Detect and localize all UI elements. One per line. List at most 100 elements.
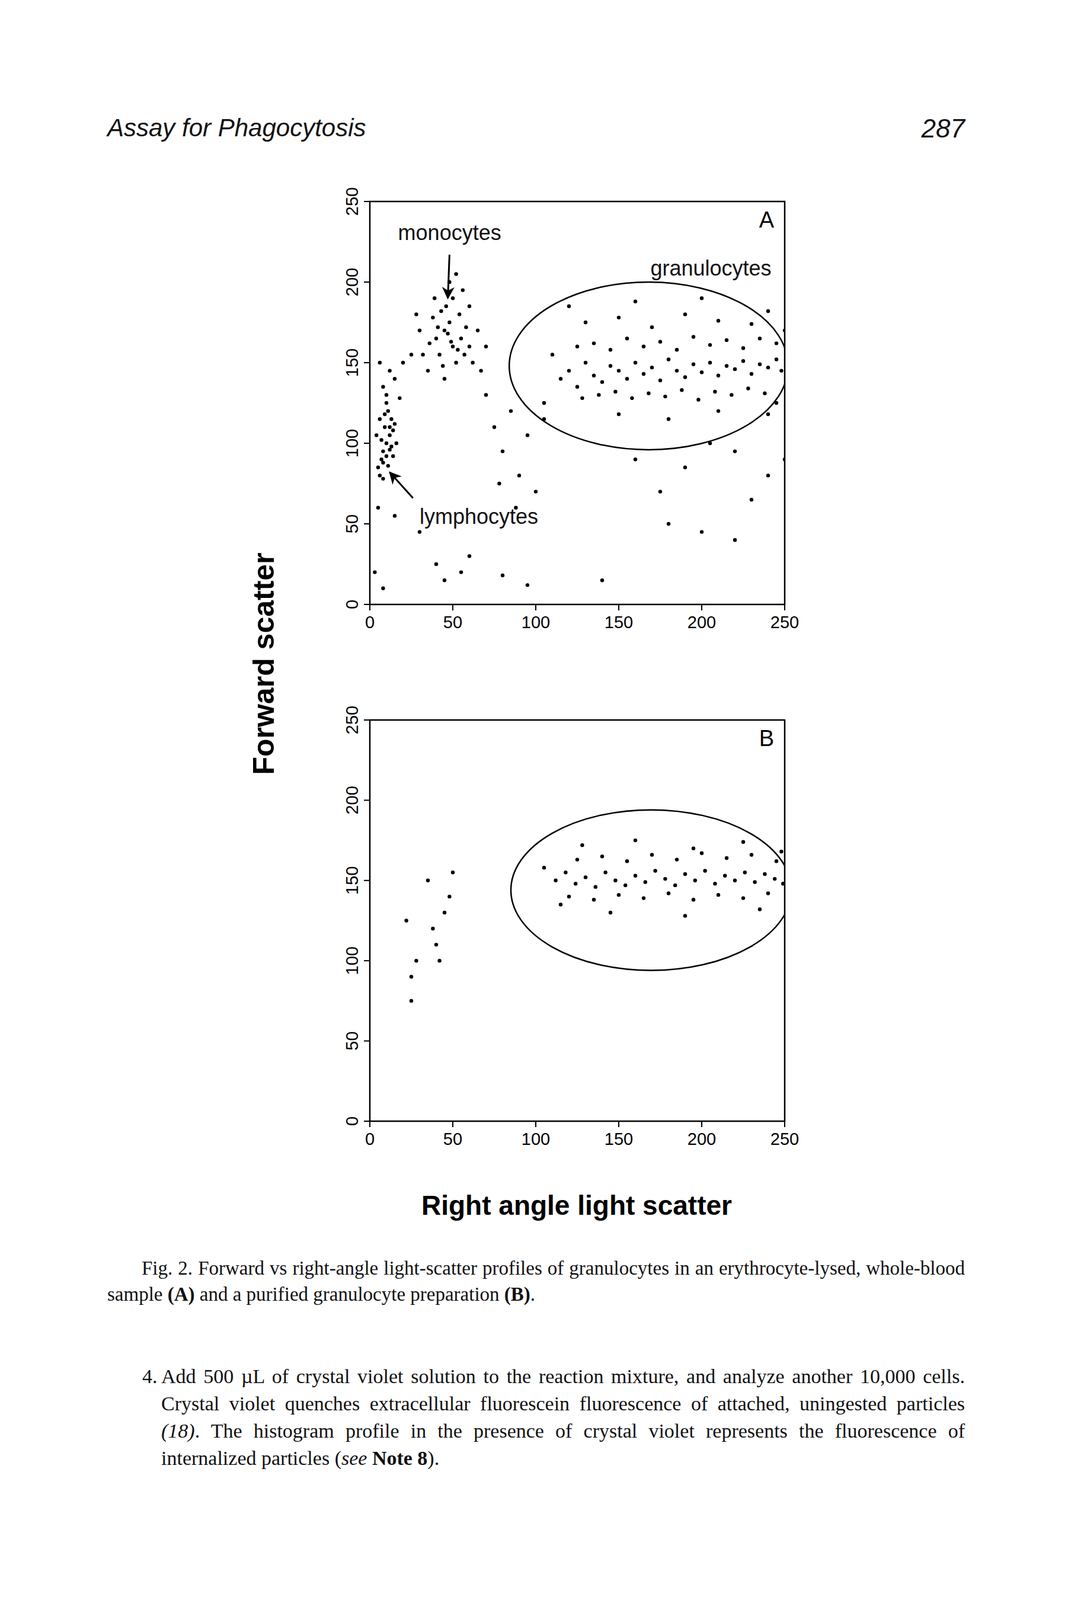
y-tick xyxy=(363,523,370,525)
cell-event xyxy=(699,296,704,300)
cell-event xyxy=(774,401,779,405)
cell-event xyxy=(387,448,392,452)
cell-event xyxy=(381,449,385,453)
cell-event xyxy=(752,880,757,884)
cell-event xyxy=(712,389,717,394)
text-run: see xyxy=(341,1447,367,1470)
cell-event xyxy=(426,368,430,373)
cell-event xyxy=(467,554,472,558)
cell-event xyxy=(384,401,389,405)
y-tick-label: 100 xyxy=(342,946,362,975)
page-number: 287 xyxy=(921,113,965,144)
cell-event xyxy=(592,897,596,902)
cell-event xyxy=(575,857,580,862)
cell-event xyxy=(766,412,770,417)
cell-event xyxy=(658,339,663,344)
x-tick-label: 250 xyxy=(770,1129,799,1149)
cell-event xyxy=(525,583,530,587)
cell-event xyxy=(374,433,379,437)
plot-data xyxy=(404,810,785,1003)
x-tick-label: 200 xyxy=(687,612,716,632)
cell-event xyxy=(641,896,646,900)
cell-event xyxy=(716,373,721,378)
cell-event xyxy=(593,884,598,889)
cell-event xyxy=(666,417,671,421)
cell-event xyxy=(382,425,387,430)
x-axis-title: Right angle light scatter xyxy=(421,1190,732,1221)
y-tick xyxy=(363,1120,370,1122)
cell-event xyxy=(608,363,613,368)
cell-event xyxy=(372,570,377,574)
panel: 050100150200250050100150200250Amonocytes… xyxy=(342,187,799,632)
cell-event xyxy=(442,376,447,381)
cell-event xyxy=(453,360,458,365)
cell-event xyxy=(575,344,580,349)
cell-event xyxy=(608,347,613,352)
panel: 050100150200250050100150200250B xyxy=(342,705,799,1149)
cell-event xyxy=(633,838,638,843)
population-label: granulocytes xyxy=(650,256,772,281)
cell-event xyxy=(379,437,383,442)
y-tick-label: 0 xyxy=(342,599,362,610)
text-run: (18) xyxy=(161,1420,195,1442)
y-tick-label: 200 xyxy=(342,267,362,297)
cell-event xyxy=(420,352,425,357)
cell-event xyxy=(758,336,762,341)
cell-event xyxy=(766,473,770,478)
cell-event xyxy=(447,320,452,325)
x-tick-label: 200 xyxy=(687,1129,716,1149)
text-run: ). xyxy=(427,1447,440,1470)
cell-event xyxy=(663,877,667,881)
cell-event xyxy=(436,325,440,329)
cell-event xyxy=(733,449,737,453)
cell-event xyxy=(774,859,779,863)
cell-event xyxy=(387,433,392,437)
cell-event xyxy=(409,974,414,979)
x-tick-label: 50 xyxy=(443,612,463,632)
cell-event xyxy=(444,304,449,309)
cell-event xyxy=(766,891,770,895)
x-tick xyxy=(452,604,454,611)
cell-event xyxy=(675,857,679,862)
cell-event xyxy=(500,449,505,453)
cell-event xyxy=(470,360,475,365)
cell-event xyxy=(641,372,646,376)
cell-event xyxy=(623,883,628,888)
cell-event xyxy=(781,881,785,886)
cell-event xyxy=(432,296,437,300)
cell-event xyxy=(434,562,438,567)
cell-event xyxy=(766,365,770,370)
cell-event xyxy=(746,386,750,390)
cell-event xyxy=(384,392,389,397)
cell-event xyxy=(708,360,712,365)
y-tick-label: 250 xyxy=(342,705,362,735)
cell-event xyxy=(633,457,638,462)
cell-event xyxy=(381,586,385,591)
figure-caption: Fig. 2. Forward vs right-angle light-sca… xyxy=(107,1255,965,1308)
cell-event xyxy=(553,878,558,883)
cell-event xyxy=(575,385,580,389)
cell-event xyxy=(733,878,737,883)
cell-event xyxy=(389,417,393,421)
panel-label: B xyxy=(759,726,775,751)
cell-event xyxy=(666,891,671,895)
y-tick-label: 200 xyxy=(342,785,362,815)
x-tick-label: 50 xyxy=(443,1129,463,1149)
cell-event xyxy=(382,412,387,417)
cell-event xyxy=(417,328,422,332)
cell-event xyxy=(774,357,779,361)
cell-event xyxy=(437,958,441,963)
x-tick xyxy=(369,1121,371,1128)
cell-event xyxy=(716,408,721,413)
y-tick xyxy=(363,880,370,882)
cell-event xyxy=(749,497,754,502)
cell-event xyxy=(625,859,629,863)
cell-event xyxy=(774,341,779,345)
cell-event xyxy=(573,881,578,886)
cell-event xyxy=(633,299,638,303)
text-run: . The histogram profile in the presence … xyxy=(161,1420,965,1470)
x-tick xyxy=(535,1121,537,1128)
cell-event xyxy=(397,396,402,401)
y-tick xyxy=(363,960,370,962)
x-tick-label: 0 xyxy=(365,612,375,632)
